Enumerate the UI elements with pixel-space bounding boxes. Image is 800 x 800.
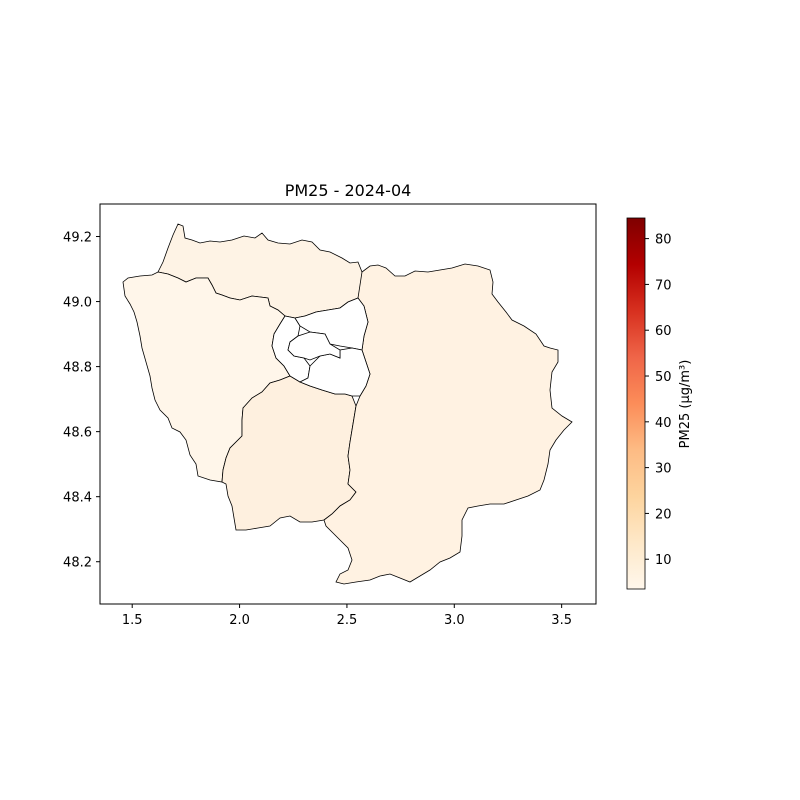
y-tick-label: 48.2 (63, 556, 92, 571)
map-title: PM25 - 2024-04 (285, 181, 412, 200)
x-tick-label: 2.5 (337, 613, 358, 628)
colorbar-tick-label: 40 (655, 416, 672, 431)
plot-frame (99, 203, 597, 605)
x-tick-label: 3.0 (444, 613, 465, 628)
x-tick-label: 2.0 (229, 613, 250, 628)
colorbar-tick-label: 70 (655, 278, 672, 293)
map-regions (122, 223, 573, 585)
colorbar-tick-label: 20 (655, 507, 672, 522)
y-axis: 48.2 48.4 48.6 48.8 49.0 49.2 (63, 231, 100, 571)
colorbar-tick-label: 80 (655, 233, 672, 248)
y-tick-label: 48.8 (63, 361, 92, 376)
region-paris (287, 331, 341, 361)
colorbar-tick-label: 50 (655, 370, 672, 385)
y-tick-label: 49.2 (63, 231, 92, 246)
y-tick-label: 48.6 (63, 426, 92, 441)
x-tick-label: 1.5 (122, 613, 143, 628)
colorbar-ticks: 10 20 30 40 50 60 70 80 (645, 233, 672, 568)
x-tick-label: 3.5 (551, 613, 572, 628)
colorbar-label: PM25 (µg/m³) (678, 360, 693, 449)
y-tick-label: 48.4 (63, 491, 92, 506)
region-seine-et-marne (323, 263, 573, 585)
colorbar-tick-label: 10 (655, 553, 672, 568)
colorbar-tick-label: 30 (655, 462, 672, 477)
colorbar-tick-label: 60 (655, 324, 672, 339)
colorbar-gradient (626, 217, 646, 590)
colorbar: 10 20 30 40 50 60 70 80 PM25 (µg/m³) (626, 217, 693, 590)
y-tick-label: 49.0 (63, 296, 92, 311)
x-axis: 1.5 2.0 2.5 3.0 3.5 (122, 604, 572, 628)
